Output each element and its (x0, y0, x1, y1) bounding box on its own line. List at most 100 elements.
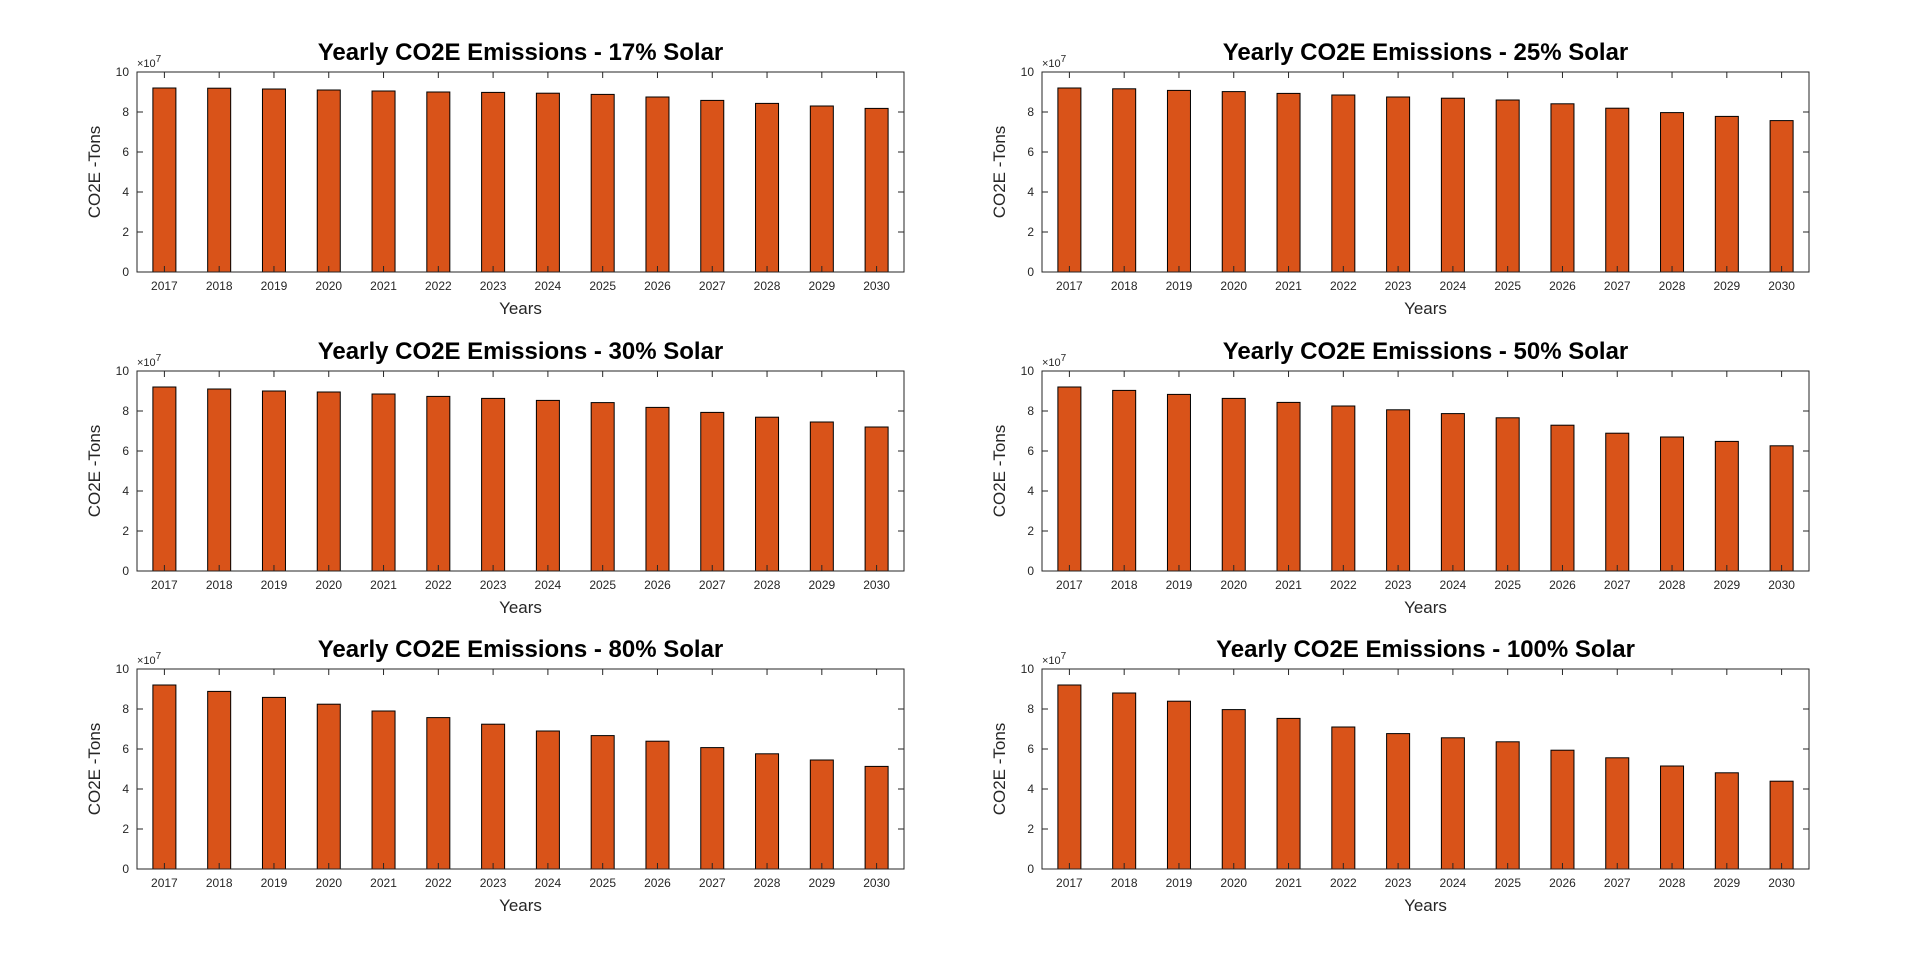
x-tick-label: 2023 (1385, 578, 1412, 592)
bar-2025 (590, 93, 615, 273)
bar-2020 (316, 89, 341, 273)
bar-2019 (1166, 393, 1191, 572)
x-tick-label: 2017 (151, 279, 178, 293)
y-exponent-power: 7 (156, 353, 162, 364)
y-tick-label: 4 (1027, 484, 1034, 498)
x-tick-label: 2021 (370, 876, 397, 890)
x-tick-label: 2028 (1659, 578, 1686, 592)
bar-2028 (755, 753, 780, 870)
bar-2029 (1714, 115, 1739, 273)
x-tick-label: 2019 (1166, 578, 1193, 592)
bar-2022 (426, 717, 451, 870)
x-tick-label: 2030 (863, 578, 890, 592)
x-tick-label: 2029 (808, 279, 835, 293)
x-tick-label: 2024 (535, 876, 562, 890)
y-tick-label: 10 (116, 364, 130, 378)
x-tick-label: 2023 (480, 578, 507, 592)
x-tick-label: 2027 (699, 876, 726, 890)
x-tick-label: 2022 (425, 279, 452, 293)
axes-box (1041, 668, 1810, 870)
bar-2021 (371, 710, 396, 870)
x-tick-label: 2022 (1330, 876, 1357, 890)
plot-area (1042, 371, 1809, 571)
subplot-5: 2017 2018 2019 2020 2021 2022 2023 2024 2025 2026… (85, 636, 905, 915)
bar-2018 (1112, 692, 1137, 870)
bar-2030 (864, 107, 889, 273)
x-tick-label: 2023 (480, 876, 507, 890)
bar-2023 (1386, 409, 1411, 572)
subplot-3: 2017 2018 2019 2020 2021 2022 2023 2024 2025 2026… (85, 338, 905, 617)
x-tick-label: 2018 (1111, 578, 1138, 592)
bar-2021 (1276, 717, 1301, 870)
y-exponent-base: ×10 (1042, 58, 1061, 70)
x-tick-label: 2022 (425, 876, 452, 890)
bar-2020 (316, 391, 341, 572)
bar-2027 (1605, 107, 1630, 273)
bar-2023 (481, 91, 506, 273)
y-tick-label: 8 (122, 404, 129, 418)
y-tick-label: 6 (1027, 145, 1034, 159)
bar-2030 (1769, 780, 1794, 870)
y-exponent-power: 7 (156, 54, 162, 65)
y-axis-label: CO2E -Tons (990, 723, 1009, 816)
x-tick-label: 2028 (1659, 876, 1686, 890)
y-tick-label: 0 (1027, 862, 1034, 876)
x-tick-label: 2030 (1768, 279, 1795, 293)
bar-2022 (1331, 726, 1356, 870)
y-exponent-label: ×107 (137, 651, 162, 667)
bar-2026 (645, 96, 670, 273)
y-axis-label: CO2E -Tons (990, 126, 1009, 219)
x-tick-label: 2018 (206, 578, 233, 592)
bar-2020 (316, 703, 341, 870)
y-exponent-base: ×10 (1042, 357, 1061, 369)
x-tick-label: 2024 (1440, 876, 1467, 890)
bar-2017 (1057, 87, 1082, 273)
x-axis-label: Years (499, 598, 542, 617)
x-tick-label: 2025 (1494, 279, 1521, 293)
x-tick-label: 2019 (261, 876, 288, 890)
y-exponent-label: ×107 (1042, 353, 1067, 369)
y-tick-label: 6 (122, 444, 129, 458)
bar-2027 (1605, 757, 1630, 870)
bar-2023 (1386, 96, 1411, 273)
bar-2021 (371, 393, 396, 572)
x-tick-label: 2021 (370, 578, 397, 592)
bar-2018 (207, 87, 232, 273)
y-tick-label: 8 (122, 702, 129, 716)
y-exponent-power: 7 (1061, 353, 1067, 364)
bar-2019 (261, 88, 286, 273)
bar-2017 (152, 684, 177, 870)
chart-title: Yearly CO2E Emissions - 50% Solar (1223, 338, 1629, 365)
bar-2022 (1331, 405, 1356, 572)
x-axis-label: Years (1404, 299, 1447, 318)
y-tick-label: 8 (1027, 404, 1034, 418)
x-tick-label: 2026 (1549, 876, 1576, 890)
bar-2022 (1331, 94, 1356, 273)
x-tick-label: 2029 (808, 876, 835, 890)
bar-2017 (152, 87, 177, 273)
bar-2026 (645, 406, 670, 572)
x-tick-label: 2021 (1275, 578, 1302, 592)
x-tick-label: 2020 (1220, 876, 1247, 890)
bar-2024 (535, 730, 560, 870)
y-tick-label: 8 (1027, 702, 1034, 716)
y-tick-label: 6 (1027, 742, 1034, 756)
axes-box (136, 668, 905, 870)
bar-2022 (426, 395, 451, 572)
axes-box (136, 71, 905, 273)
bar-2030 (864, 765, 889, 870)
y-tick-label: 4 (1027, 185, 1034, 199)
x-tick-label: 2028 (1659, 279, 1686, 293)
x-tick-label: 2020 (315, 279, 342, 293)
bar-2028 (755, 416, 780, 572)
y-tick-label: 2 (122, 524, 129, 538)
bar-2019 (261, 390, 286, 572)
bar-2022 (426, 91, 451, 273)
x-tick-label: 2020 (315, 876, 342, 890)
bar-2025 (1495, 741, 1520, 870)
y-tick-label: 6 (122, 145, 129, 159)
x-tick-label: 2017 (151, 876, 178, 890)
bar-2030 (1769, 120, 1794, 273)
bar-2018 (1112, 389, 1137, 572)
y-axis-label: CO2E -Tons (85, 126, 104, 219)
